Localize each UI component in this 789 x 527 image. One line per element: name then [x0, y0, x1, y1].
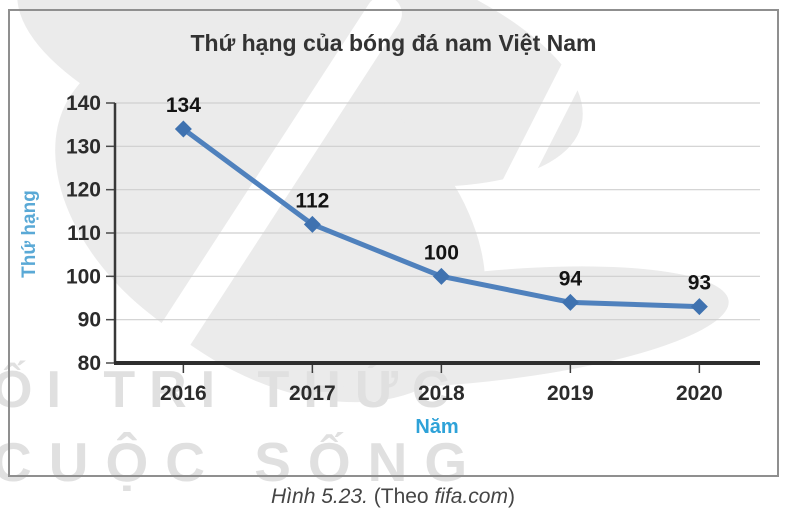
x-axis-tick-label: 2018 [418, 382, 465, 405]
figure-caption-source: fifa.com [434, 485, 508, 508]
data-point-label: 93 [688, 272, 711, 295]
x-axis-tick-label: 2016 [160, 382, 207, 405]
x-axis-tick-label: 2020 [676, 382, 723, 405]
figure-caption-label: Hình 5.23. [271, 485, 368, 508]
x-axis-tick-label: 2017 [289, 382, 336, 405]
data-point-marker [303, 215, 321, 233]
chart-title: Thứ hạng của bóng đá nam Việt Nam [190, 30, 597, 56]
y-axis-tick-label: 80 [78, 352, 101, 375]
watermark-text-line2: CUỘC SỐNG [0, 431, 485, 493]
y-axis-tick-label: 140 [66, 92, 101, 115]
figure-caption: Hình 5.23. (Theo fifa.com) [271, 485, 515, 509]
data-point-label: 94 [559, 267, 583, 290]
x-axis-title: Năm [415, 416, 459, 438]
x-axis-tick-label: 2019 [547, 382, 594, 405]
data-point-marker [174, 120, 192, 138]
data-point-marker [690, 298, 708, 316]
figure-caption-prefix: (Theo [367, 485, 435, 508]
data-point-label: 100 [424, 241, 459, 264]
y-axis-tick-label: 110 [67, 222, 101, 245]
y-axis-tick-label: 100 [66, 265, 101, 288]
y-axis-tick-label: 90 [78, 309, 101, 332]
data-point-label: 134 [166, 94, 201, 117]
y-axis-title: Thứ hạng [19, 190, 40, 278]
data-point-marker [432, 267, 450, 285]
y-axis-tick-label: 130 [66, 135, 101, 158]
data-point-label: 112 [295, 189, 329, 212]
watermark-text-line1: ỐI TRI THỨC [0, 361, 464, 419]
figure-caption-suffix: ) [507, 485, 515, 508]
chart-border [8, 9, 779, 477]
y-axis-tick-label: 120 [66, 179, 101, 202]
data-point-marker [561, 293, 579, 311]
